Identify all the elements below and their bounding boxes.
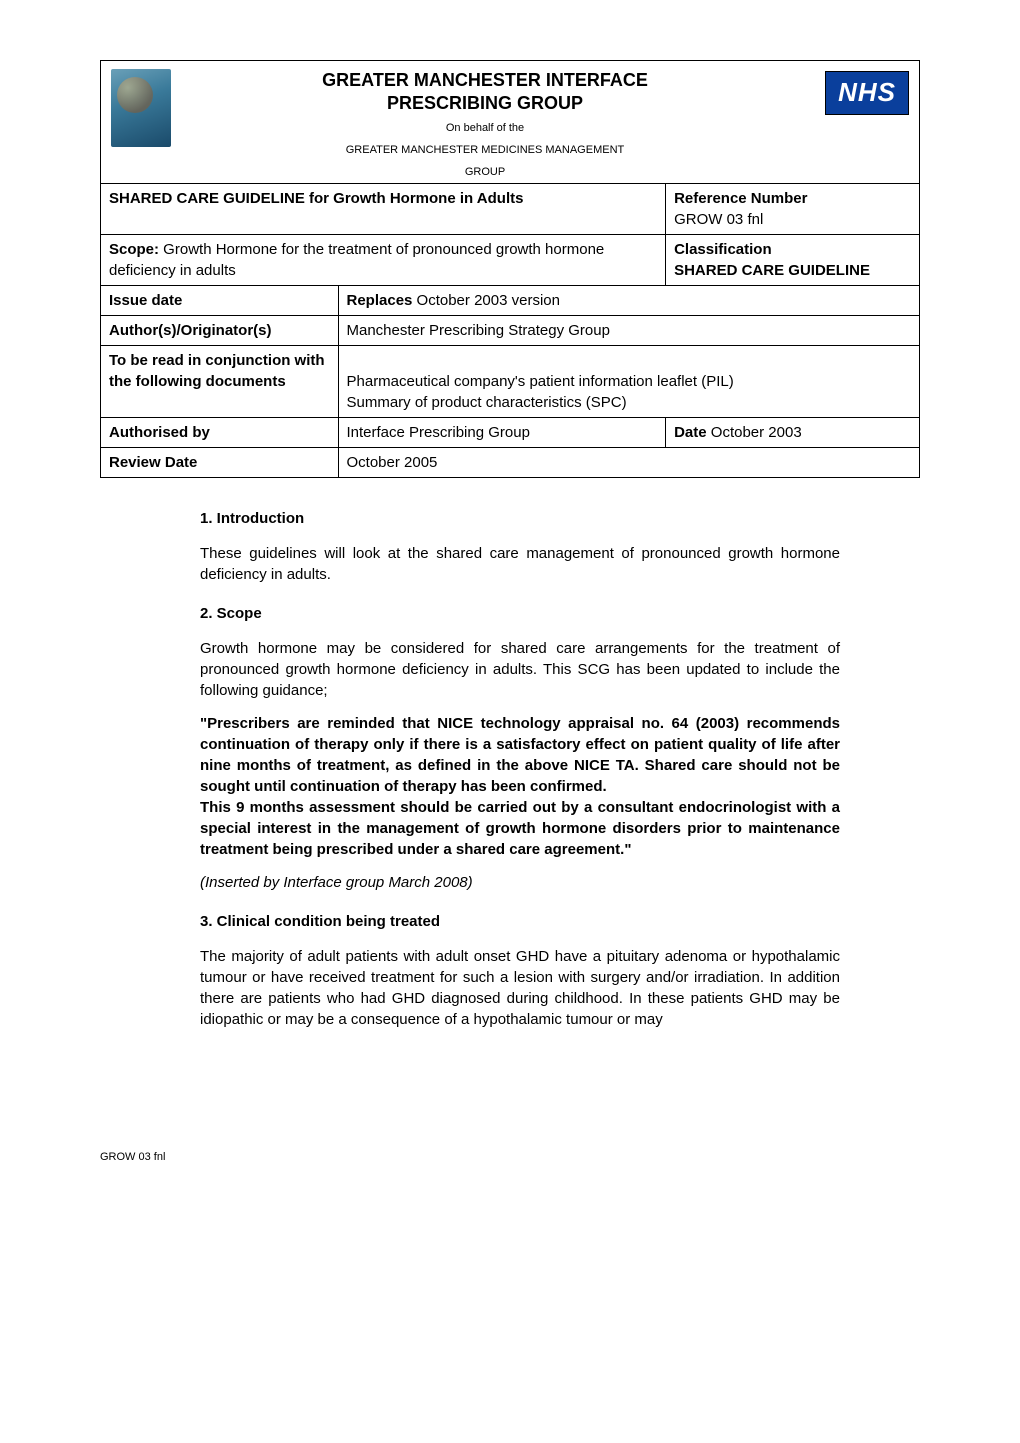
reference-cell: Reference Number GROW 03 fnl <box>666 184 920 235</box>
authorised-value-cell: Interface Prescribing Group <box>338 418 666 448</box>
subtitle-line2: GREATER MANCHESTER MEDICINES MANAGEMENT <box>181 144 789 158</box>
reference-label: Reference Number <box>674 190 807 207</box>
section-1-body: These guidelines will look at the shared… <box>200 543 840 585</box>
table-row: Scope: Growth Hormone for the treatment … <box>101 235 920 286</box>
nhs-logo-wrap: NHS <box>789 67 909 115</box>
review-label: Review Date <box>109 454 197 471</box>
section-1-heading: 1. Introduction <box>200 508 840 529</box>
scope-text: Growth Hormone for the treatment of pron… <box>109 241 604 279</box>
authorised-value: Interface Prescribing Group <box>347 424 530 441</box>
table-row: Author(s)/Originator(s) Manchester Presc… <box>101 316 920 346</box>
review-label-cell: Review Date <box>101 448 339 478</box>
issue-date-label: Issue date <box>109 292 182 309</box>
guideline-title: SHARED CARE GUIDELINE for Growth Hormone… <box>109 190 523 207</box>
org-title-line1: GREATER MANCHESTER INTERFACE <box>181 69 789 92</box>
classification-value: SHARED CARE GUIDELINE <box>674 262 870 279</box>
classification-cell: Classification SHARED CARE GUIDELINE <box>666 235 920 286</box>
issue-date-cell: Issue date <box>101 286 339 316</box>
metadata-table: SHARED CARE GUIDELINE for Growth Hormone… <box>100 183 920 478</box>
review-value: October 2005 <box>347 454 438 471</box>
read-with-value: Pharmaceutical company's patient informa… <box>347 373 734 411</box>
org-logo-image <box>111 69 171 147</box>
authors-value: Manchester Prescribing Strategy Group <box>347 322 610 339</box>
table-row: To be read in conjunction with the follo… <box>101 346 920 418</box>
title-row: GREATER MANCHESTER INTERFACE PRESCRIBING… <box>101 61 919 183</box>
section-3-body: The majority of adult patients with adul… <box>200 946 840 1030</box>
authorised-label: Authorised by <box>109 424 210 441</box>
org-title-line2: PRESCRIBING GROUP <box>181 92 789 115</box>
reference-value: GROW 03 fnl <box>674 211 763 228</box>
authorised-label-cell: Authorised by <box>101 418 339 448</box>
table-row: Issue date Replaces October 2003 version <box>101 286 920 316</box>
review-value-cell: October 2005 <box>338 448 920 478</box>
date-cell: Date October 2003 <box>666 418 920 448</box>
section-2-inserted-note: (Inserted by Interface group March 2008) <box>200 872 840 893</box>
scope-label: Scope: <box>109 241 159 258</box>
section-2-bold-block: "Prescribers are reminded that NICE tech… <box>200 713 840 860</box>
replaces-cell: Replaces October 2003 version <box>338 286 920 316</box>
read-with-label-cell: To be read in conjunction with the follo… <box>101 346 339 418</box>
section-3-heading: 3. Clinical condition being treated <box>200 911 840 932</box>
subtitle-line3: GROUP <box>181 166 789 180</box>
page-footer: GROW 03 fnl <box>100 1150 920 1165</box>
date-value: October 2003 <box>707 424 802 441</box>
body-content: 1. Introduction These guidelines will lo… <box>100 508 920 1030</box>
replaces-value: October 2003 version <box>412 292 560 309</box>
authors-value-cell: Manchester Prescribing Strategy Group <box>338 316 920 346</box>
authors-label-cell: Author(s)/Originator(s) <box>101 316 339 346</box>
read-with-label: To be read in conjunction with the follo… <box>109 352 325 390</box>
guideline-title-cell: SHARED CARE GUIDELINE for Growth Hormone… <box>101 184 666 235</box>
title-center: GREATER MANCHESTER INTERFACE PRESCRIBING… <box>181 67 789 179</box>
authors-label: Author(s)/Originator(s) <box>109 322 272 339</box>
scope-cell: Scope: Growth Hormone for the treatment … <box>101 235 666 286</box>
header-box: GREATER MANCHESTER INTERFACE PRESCRIBING… <box>100 60 920 183</box>
nhs-logo: NHS <box>825 71 909 115</box>
table-row: Review Date October 2005 <box>101 448 920 478</box>
section-2-p1: Growth hormone may be considered for sha… <box>200 638 840 701</box>
table-row: Authorised by Interface Prescribing Grou… <box>101 418 920 448</box>
date-label: Date <box>674 424 707 441</box>
read-with-value-cell: Pharmaceutical company's patient informa… <box>338 346 920 418</box>
section-2-heading: 2. Scope <box>200 603 840 624</box>
classification-label: Classification <box>674 241 772 258</box>
replaces-label: Replaces <box>347 292 413 309</box>
table-row: SHARED CARE GUIDELINE for Growth Hormone… <box>101 184 920 235</box>
subtitle-line1: On behalf of the <box>181 122 789 136</box>
